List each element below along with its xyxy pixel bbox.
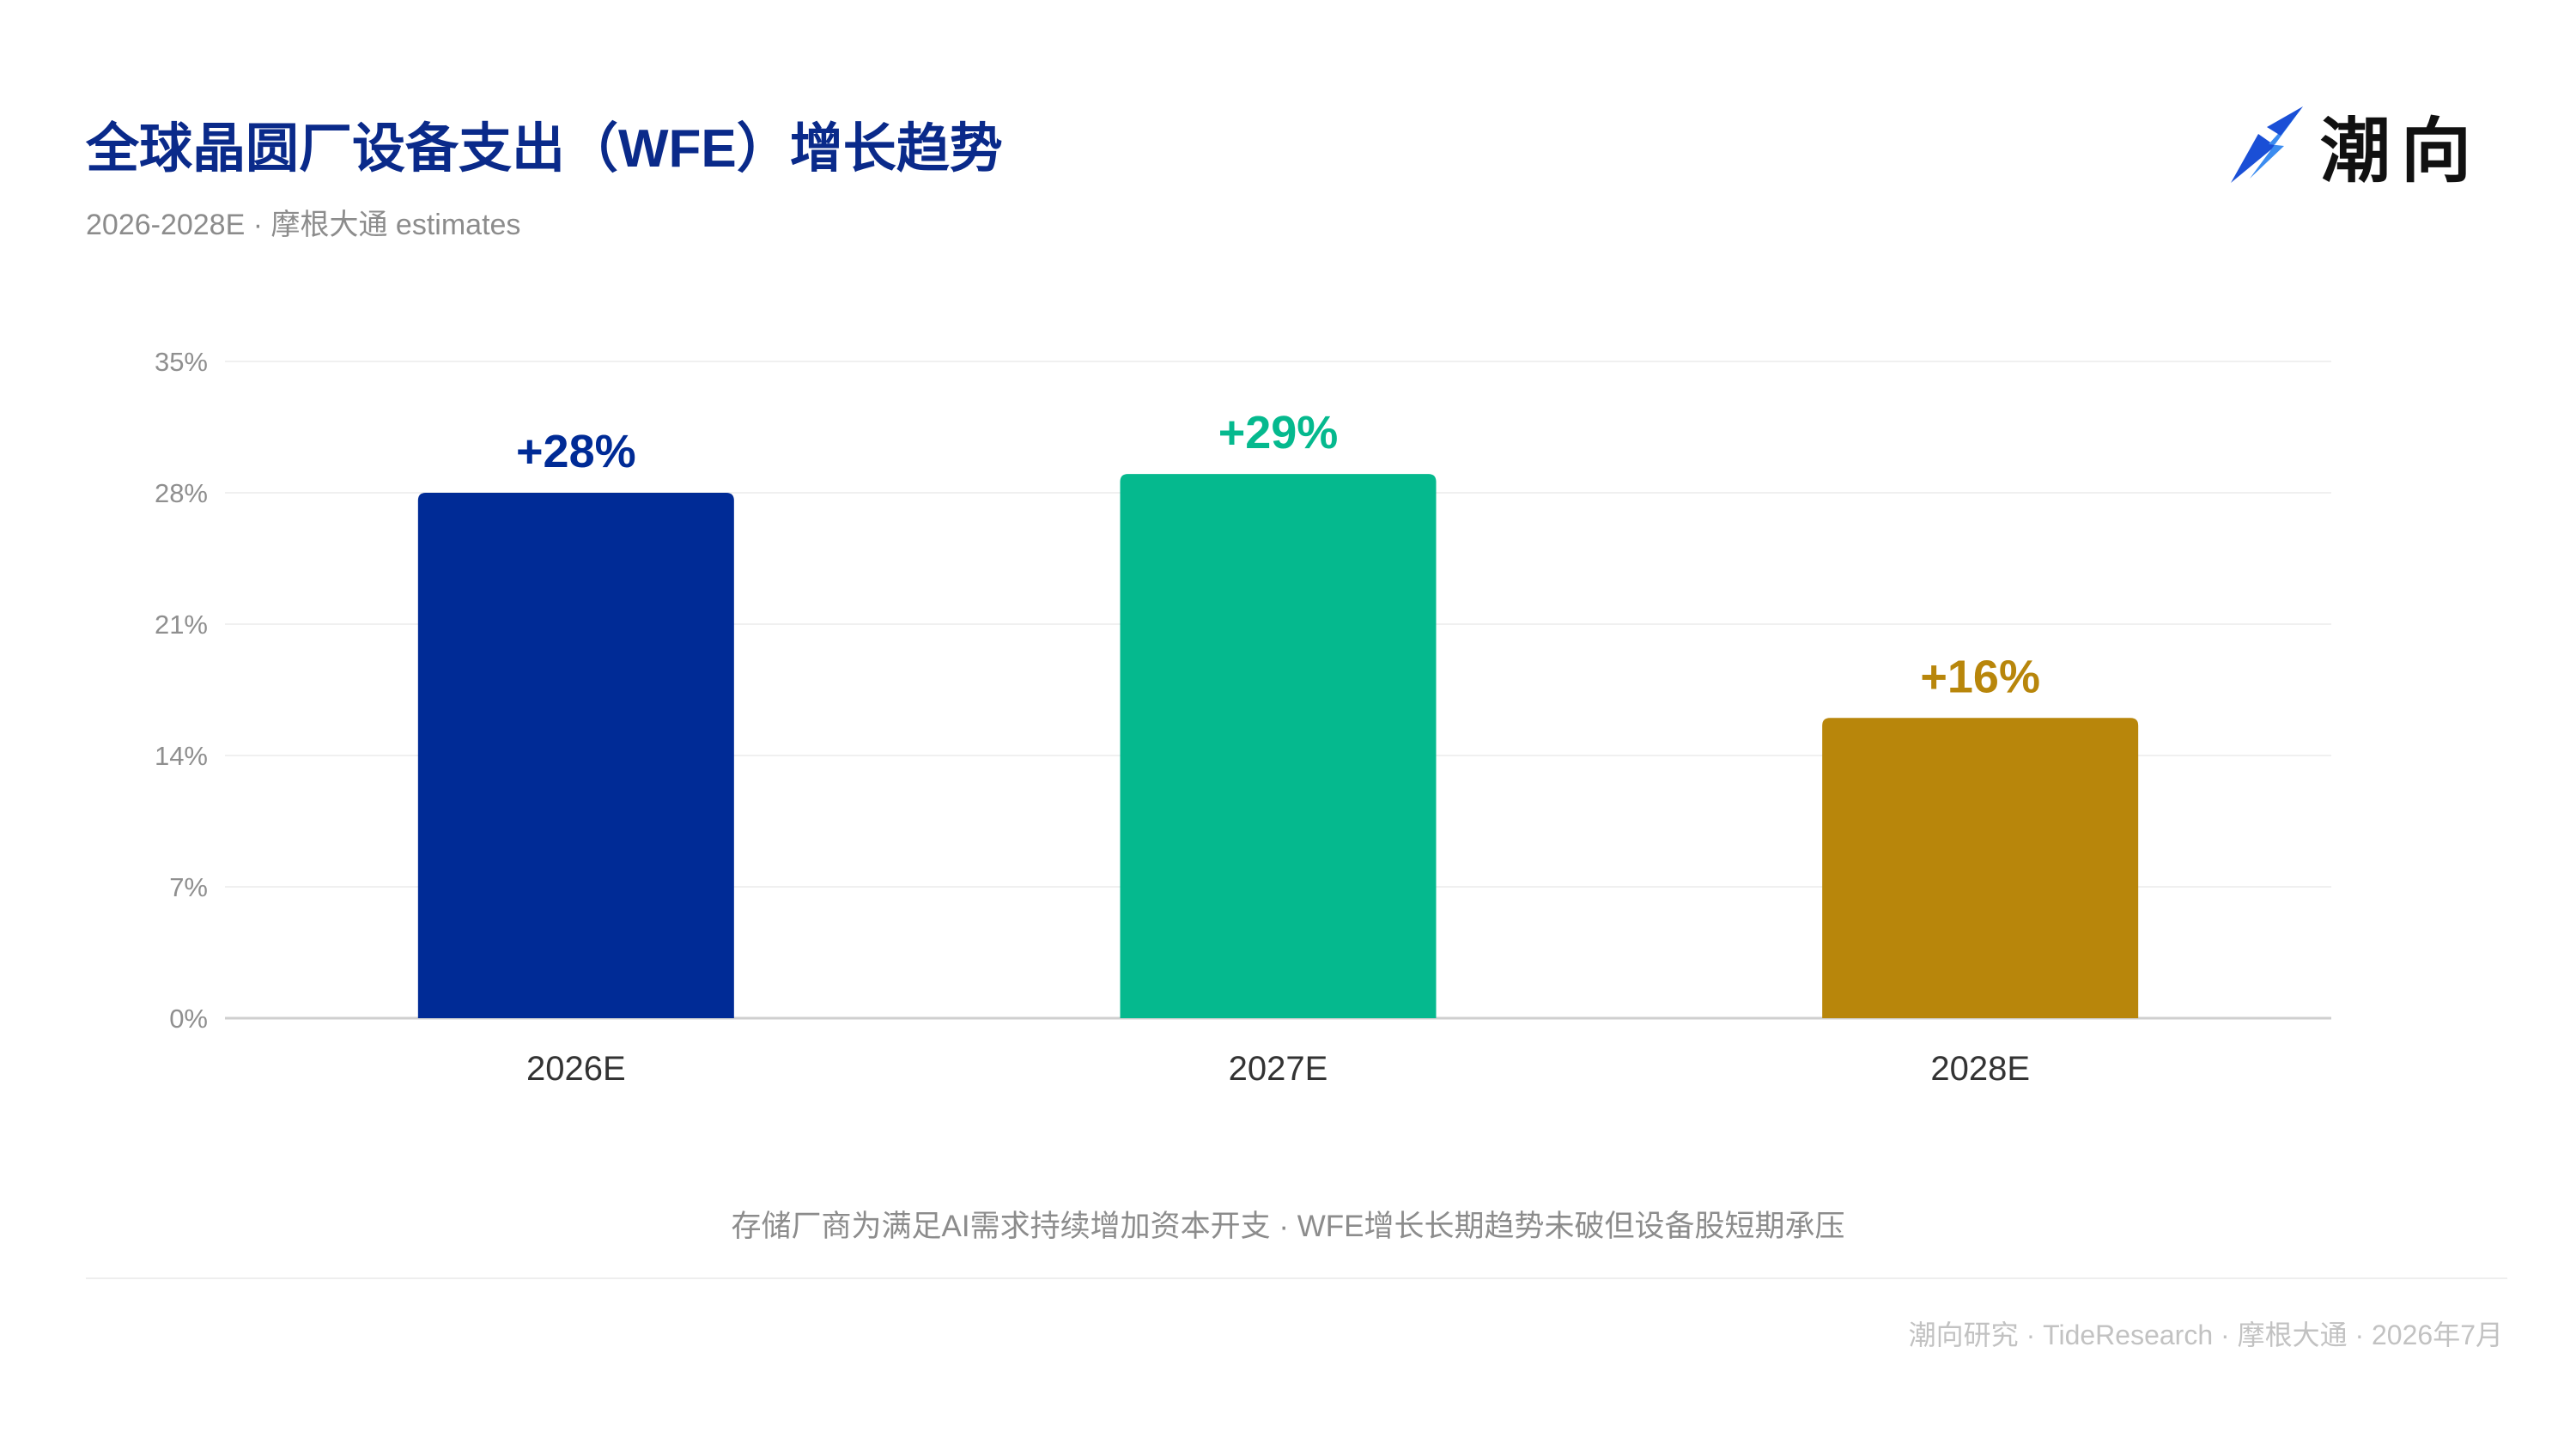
logo-arrow-back — [2230, 134, 2275, 183]
y-axis: 0% 7% 14% 21% 28% 35% — [155, 347, 208, 1034]
footer-source: 潮向研究 · TideResearch · 摩根大通 · 2026年7月 — [1908, 1320, 2503, 1350]
data-label: +28% — [516, 426, 636, 477]
brand-logo: 潮向 — [2224, 101, 2482, 192]
y-tick-label: 7% — [169, 872, 208, 902]
y-tick-label: 35% — [155, 347, 208, 377]
y-tick-label: 28% — [155, 478, 208, 508]
bar-2028E — [1822, 718, 2139, 1018]
arrow-logo-icon — [2230, 106, 2303, 183]
x-tick-label: 2027E — [1229, 1050, 1328, 1088]
logo-text: 潮向 — [2319, 110, 2482, 192]
x-axis: 2026E 2027E 2028E — [526, 1050, 2030, 1088]
y-tick-label: 21% — [155, 610, 208, 640]
footer-divider — [86, 1277, 2507, 1279]
bar-chart: 0% 7% 14% 21% 28% 35% +28% +29% +16% 2026E 2027E… — [155, 347, 2331, 1088]
data-label: +16% — [1920, 651, 2040, 702]
bar-2026E — [417, 493, 734, 1018]
bar-2027E — [1120, 474, 1437, 1018]
chart-subtitle: 2026-2028E · 摩根大通 estimates — [86, 209, 521, 241]
chart-caption: 存储厂商为满足AI需求持续增加资本开支 · WFE增长长期趋势未破但设备股短期承… — [731, 1210, 1845, 1243]
chart-title: 全球晶圆厂设备支出（WFE）增长趋势 — [86, 119, 1003, 179]
x-tick-label: 2026E — [526, 1050, 626, 1088]
logo-arrow-front — [2249, 106, 2303, 179]
data-label: +29% — [1218, 407, 1339, 458]
logo-arrow-tip — [2266, 106, 2303, 136]
y-tick-label: 14% — [155, 741, 208, 771]
data-labels: +28% +29% +16% — [516, 407, 2040, 702]
y-tick-label: 0% — [169, 1004, 208, 1034]
bars — [417, 474, 2139, 1018]
x-tick-label: 2028E — [1930, 1050, 2030, 1088]
